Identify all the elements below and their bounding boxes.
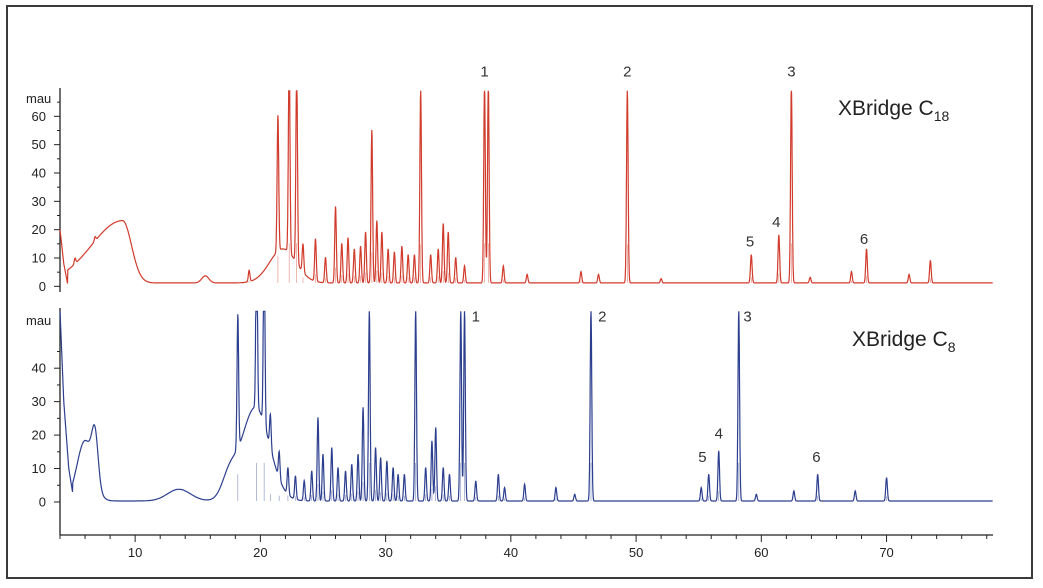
panel-title-main-c18: XBridge C [838,97,934,120]
y-tick-label: 40 [32,166,46,181]
x-tick-label: 50 [629,545,643,560]
peak-label: 2 [598,308,606,325]
x-axis-line [59,512,993,536]
peak-labels-c8: 1 2 3 45 6 [237,308,887,501]
y-tick-label: 50 [32,137,46,152]
peak-label: 6 [812,449,820,466]
peak-label: 1 [480,64,488,81]
y-tick-label: 10 [32,251,46,266]
peak-label: 5 [698,449,706,466]
y-tick-label: 0 [39,494,46,509]
peak-label: 4 [715,425,723,442]
peak-labels-c18: 1 2 3 4 5 6 [248,64,931,283]
peak-label: 3 [787,64,795,81]
peak-label: 3 [743,308,751,325]
peak-label: 5 [746,234,754,251]
y-tick-label: 30 [32,194,46,209]
peak-label: 6 [860,231,868,248]
x-tick-label: 60 [754,545,768,560]
y-ticks-c8: 0 10 20 30 40 [32,350,60,509]
y-ticks-c18: 0 10 20 30 40 50 60 [32,101,60,294]
x-tick-label: 10 [128,545,142,560]
panel-title-c8: XBridge C8 [852,328,956,355]
peak-label: 2 [623,64,631,81]
y-tick-label: 0 [39,279,46,294]
figure-frame [6,5,1033,579]
x-ticks: 10 20 30 40 50 60 70 [59,535,988,560]
x-tick-label: 40 [504,545,518,560]
x-tick-label: 30 [378,545,392,560]
y-tick-label: 10 [32,461,46,476]
panel-c8: 0 10 20 30 40 mau 1 2 3 45 6 XBridge C8 [26,308,993,512]
trace-c18 [59,90,993,284]
y-tick-label: 40 [32,361,46,376]
trace-c8 [59,310,993,502]
y-tick-label: 20 [32,222,46,237]
y-axis-label-c8: mau [26,313,51,328]
peak-label: 4 [772,214,780,231]
panel-title-main-c8: XBridge C [852,328,948,351]
x-tick-label: 70 [879,545,893,560]
panel-c18: 0 10 20 30 40 50 60 mau 1 2 3 4 5 6 XBridge C18 [26,64,993,294]
y-axis-label-c18: mau [26,91,51,106]
panel-title-sub-c18: 18 [934,108,950,124]
peak-label: 1 [472,308,480,325]
panel-title-sub-c8: 8 [948,339,956,355]
panel-title-c18: XBridge C18 [838,97,950,124]
x-axis: 10 20 30 40 50 60 70 [59,512,993,560]
y-tick-label: 60 [32,109,46,124]
y-tick-label: 20 [32,428,46,443]
y-tick-label: 30 [32,394,46,409]
x-tick-label: 20 [253,545,267,560]
